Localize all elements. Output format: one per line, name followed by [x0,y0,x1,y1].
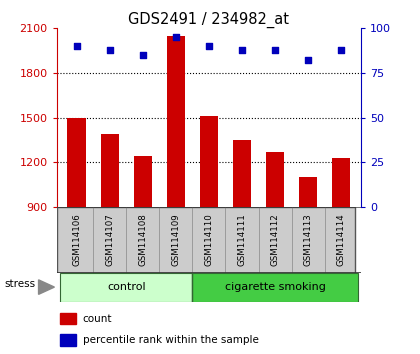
Text: GSM114109: GSM114109 [171,213,180,266]
Point [338,47,345,53]
Bar [60,313,76,325]
Point [272,47,278,53]
Title: GDS2491 / 234982_at: GDS2491 / 234982_at [129,12,289,28]
Point [139,52,146,58]
Text: cigarette smoking: cigarette smoking [225,282,326,292]
Text: GSM114111: GSM114111 [238,213,247,266]
Point [73,44,80,49]
Bar [192,273,358,302]
Bar [233,140,251,207]
Bar [299,177,318,207]
Bar [332,158,350,207]
Bar [200,116,218,207]
Bar [134,156,152,207]
Bar [68,118,86,207]
Point [206,44,213,49]
Point [173,34,179,40]
Text: GSM114112: GSM114112 [270,213,280,266]
Text: GSM114113: GSM114113 [304,213,313,266]
Text: count: count [83,314,112,324]
Bar [60,273,192,302]
Text: percentile rank within the sample: percentile rank within the sample [83,335,258,345]
Text: GSM114106: GSM114106 [72,213,81,266]
Text: control: control [107,282,145,292]
Bar [60,334,76,346]
Point [106,47,113,53]
Text: GSM114107: GSM114107 [105,213,114,266]
Point [239,47,245,53]
Text: GSM114114: GSM114114 [337,213,346,266]
Polygon shape [39,280,55,295]
Bar [100,134,119,207]
Point [305,58,312,63]
Text: GSM114110: GSM114110 [205,213,213,266]
Text: stress: stress [5,279,36,289]
Bar [266,152,284,207]
Text: GSM114108: GSM114108 [138,213,147,266]
Bar [167,36,185,207]
